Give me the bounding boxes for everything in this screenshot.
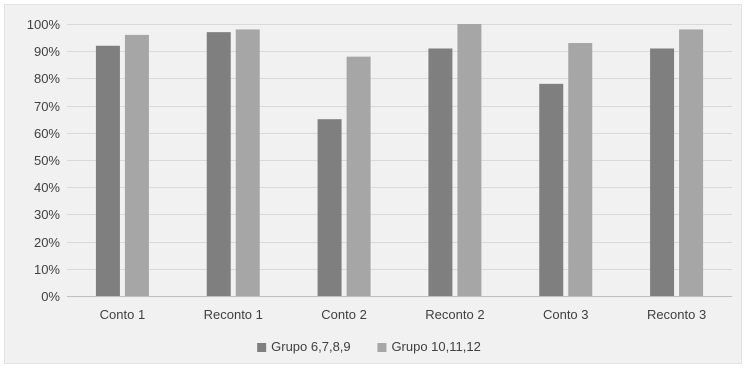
x-tick-label: Conto 3	[543, 307, 589, 322]
bar-1-reconto-1	[206, 32, 231, 296]
bar-2-conto-2	[346, 56, 371, 296]
x-tick-label: Reconto 3	[647, 307, 706, 322]
y-tick-label: 100%	[27, 17, 61, 32]
chart-svg: 0% 10% 20% 30% 40% 50% 60% 70% 80% 90% 100% Conto …	[27, 17, 732, 354]
legend-label: Grupo 10,11,12	[391, 339, 480, 354]
y-tick-label: 0%	[41, 289, 60, 304]
x-tick-label: Reconto 1	[204, 307, 263, 322]
x-tick-label: Reconto 2	[425, 307, 484, 322]
bar-2-reconto-2	[457, 24, 482, 296]
chart-frame: 0% 10% 20% 30% 40% 50% 60% 70% 80% 90% 100% Conto …	[4, 4, 742, 364]
y-tick-label: 40%	[34, 180, 60, 195]
bar-1-reconto-3	[650, 48, 675, 297]
x-tick-label: Conto 2	[321, 307, 367, 322]
bar-1-conto-1	[95, 45, 120, 297]
legend-swatch	[257, 343, 267, 352]
y-tick-label: 10%	[34, 262, 60, 277]
legend-label: Grupo 6,7,8,9	[271, 339, 351, 354]
y-tick-label: 20%	[34, 235, 60, 250]
bar-layer	[95, 24, 704, 297]
legend-swatch	[377, 343, 387, 352]
bar-2-conto-3	[568, 43, 593, 296]
grid-layer	[67, 24, 732, 297]
y-tick-label: 50%	[34, 153, 60, 168]
bar-1-conto-2	[317, 119, 342, 296]
bar-1-conto-3	[539, 83, 564, 296]
y-tick-label: 70%	[34, 99, 60, 114]
bar-2-conto-1	[124, 34, 149, 296]
bar-1-reconto-2	[428, 48, 453, 297]
y-tick-label: 90%	[34, 44, 60, 59]
bar-2-reconto-1	[235, 29, 260, 296]
x-axis-ticks: Conto 1 Reconto 1 Conto 2 Reconto 2 Conto 3 R…	[100, 307, 707, 322]
y-tick-label: 30%	[34, 207, 60, 222]
y-tick-label: 60%	[34, 126, 60, 141]
y-tick-label: 80%	[34, 71, 60, 86]
y-axis-ticks: 0% 10% 20% 30% 40% 50% 60% 70% 80% 90% 100%	[27, 17, 61, 304]
bar-2-reconto-3	[679, 29, 704, 296]
legend: Grupo 6,7,8,9 Grupo 10,11,12	[257, 339, 481, 354]
x-tick-label: Conto 1	[100, 307, 146, 322]
